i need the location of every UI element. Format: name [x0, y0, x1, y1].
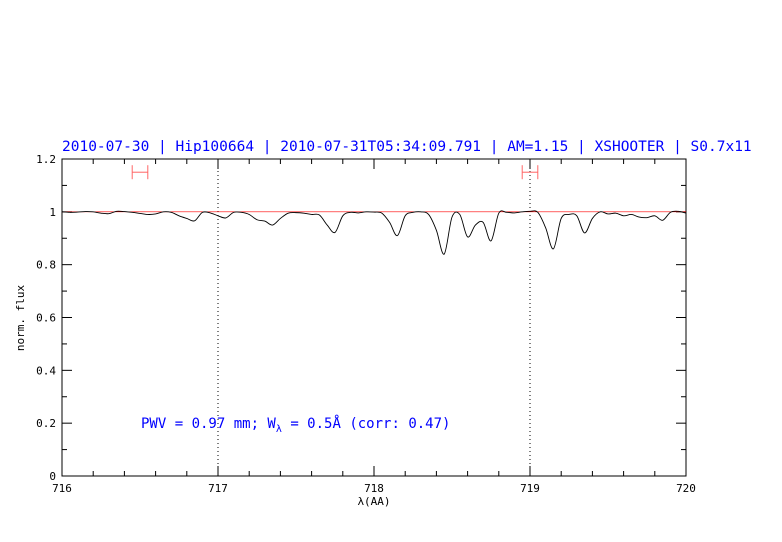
chart-title: 2010-07-30 | Hip100664 | 2010-07-31T05:3… — [62, 139, 752, 155]
range-marker — [131, 165, 149, 180]
y-tick-label: 0.2 — [36, 417, 56, 430]
y-tick-label: 0.4 — [36, 364, 56, 377]
axes: 716 717 718 719 720 0 0.2 0.4 0.6 0.8 1 1.2 — [36, 153, 696, 495]
x-tick-label: 720 — [676, 482, 696, 495]
y-tick-label: 0.8 — [36, 259, 56, 272]
chart-marks — [61, 159, 687, 476]
annotation-prefix: PWV = 0.97 mm; W — [141, 416, 276, 432]
y-tick-label: 0 — [49, 470, 56, 483]
annotation-subscript: λ — [276, 424, 282, 435]
y-tick-label: 1 — [49, 206, 56, 219]
x-tick-label: 719 — [520, 482, 540, 495]
spectrum-line — [61, 210, 687, 255]
annotation-suffix: = 0.5Å (corr: 0.47) — [282, 415, 451, 432]
x-axis-label: λ(AA) — [357, 495, 390, 508]
x-tick-label: 717 — [208, 482, 228, 495]
pwv-annotation: PWV = 0.97 mm; Wλ = 0.5Å (corr: 0.47) — [141, 415, 450, 435]
y-tick-label: 1.2 — [36, 153, 56, 166]
x-tick-label: 718 — [364, 482, 384, 495]
y-axis-label: norm. flux — [14, 285, 27, 352]
y-tick-label: 0.6 — [36, 312, 56, 325]
range-marker — [521, 165, 539, 180]
x-tick-label: 716 — [52, 482, 72, 495]
